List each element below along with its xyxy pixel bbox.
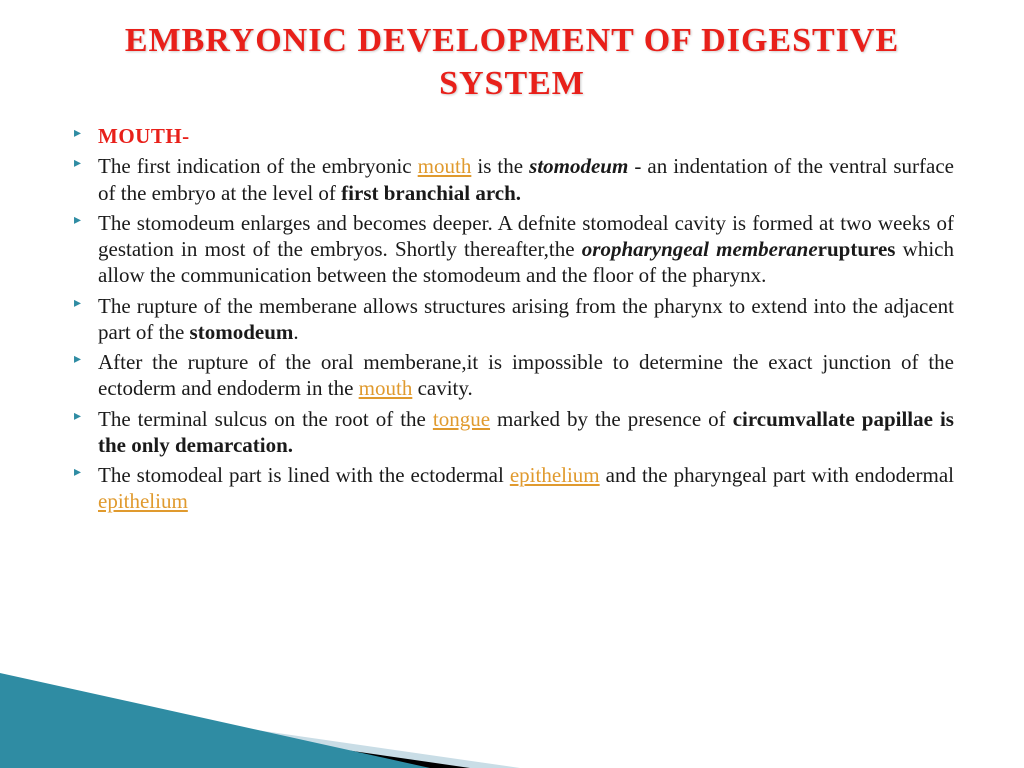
link-text: tongue [433,407,490,431]
bold-text: ruptures [818,237,896,261]
body-text: and the pharyngeal part with endodermal [600,463,954,487]
body-text: is the [471,154,529,178]
link-text: epithelium [98,489,188,513]
bullet-item: The rupture of the memberane allows stru… [70,293,954,346]
body-text: The terminal sulcus on the root of the [98,407,433,431]
link-text: mouth [359,376,413,400]
bold-italic-text: oropharyngeal memberane [582,237,818,261]
bullet-item: After the rupture of the oral memberane,… [70,349,954,402]
triangle-teal [0,673,430,768]
bold-text: stomodeum [190,320,294,344]
bullet-item: The first indication of the embryonic mo… [70,153,954,206]
bold-italic-text: stomodeum [529,154,628,178]
bullet-item: The stomodeum enlarges and becomes deepe… [70,210,954,289]
triangle-black [0,700,470,768]
triangle-light [0,693,520,768]
section-heading: MOUTH- [98,124,190,148]
body-text: The stomodeal part is lined with the ect… [98,463,510,487]
body-text: . [293,320,298,344]
slide-title: EMBRYONIC DEVELOPMENT OF DIGESTIVE SYSTE… [70,20,954,105]
body-text: marked by the presence of [490,407,733,431]
body-text: The first indication of the embryonic [98,154,418,178]
bullet-list: MOUTH- The first indication of the embryo… [70,123,954,515]
bullet-item: The terminal sulcus on the root of the t… [70,406,954,459]
slide-container: EMBRYONIC DEVELOPMENT OF DIGESTIVE SYSTE… [0,0,1024,768]
bullet-item: The stomodeal part is lined with the ect… [70,462,954,515]
body-text: cavity. [412,376,472,400]
body-text: After the rupture of the oral memberane,… [98,350,954,400]
corner-decoration [0,638,520,768]
link-text: epithelium [510,463,600,487]
bold-text: first branchial arch. [341,181,521,205]
link-text: mouth [418,154,472,178]
bullet-item: MOUTH- [70,123,954,149]
